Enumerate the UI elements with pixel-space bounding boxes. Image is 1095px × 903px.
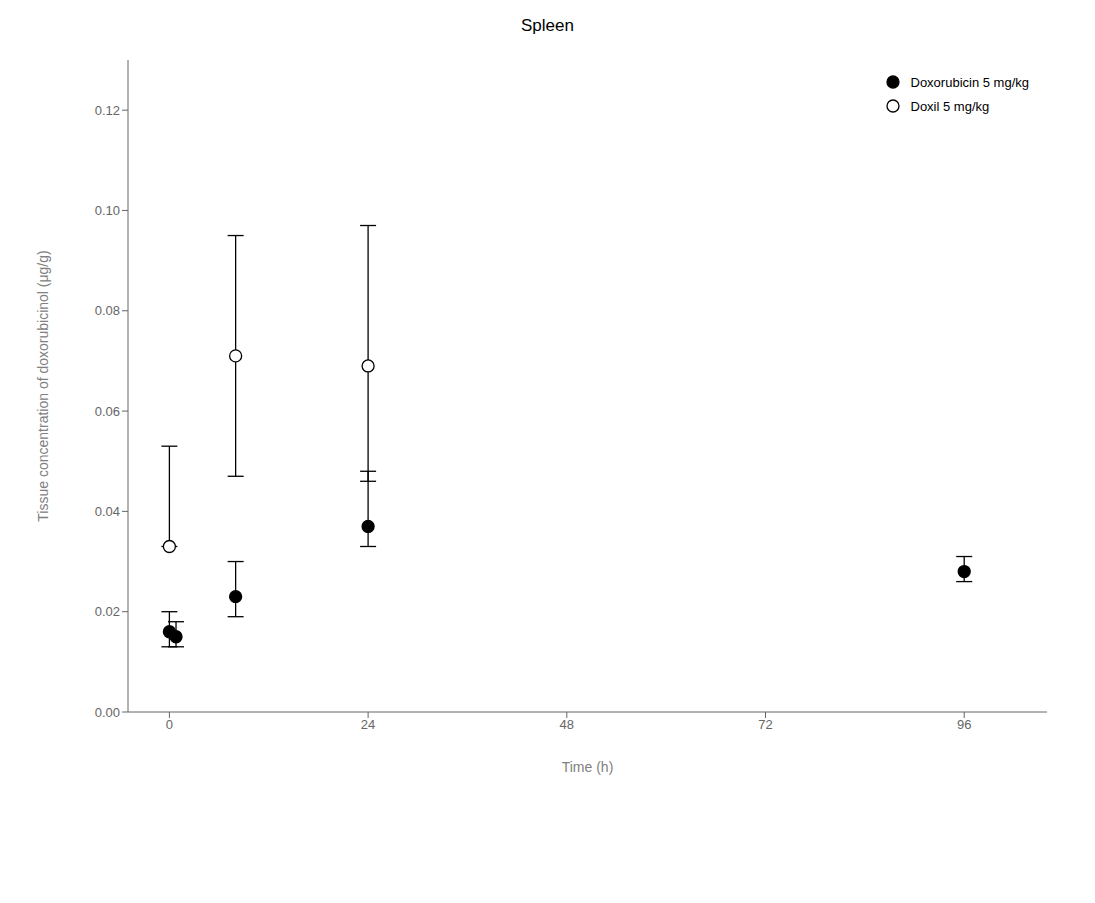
svg-text:0: 0 xyxy=(166,717,173,732)
svg-text:0.12: 0.12 xyxy=(95,103,120,118)
html-text:Doxorubicin 5 mg/kg: Doxorubicin 5 mg/kg xyxy=(910,74,1029,90)
svg-text:24: 24 xyxy=(361,717,375,732)
svg-text:72: 72 xyxy=(758,717,772,732)
html-text:Doxil 5 mg/kg: Doxil 5 mg/kg xyxy=(910,98,990,114)
svg-text:0.10: 0.10 xyxy=(95,203,120,218)
svg-text:0.06: 0.06 xyxy=(95,404,120,419)
svg-text:96: 96 xyxy=(957,717,971,732)
svg-text:Tissue concentration of doxoru: Tissue concentration of doxorubicinol (μ… xyxy=(35,250,51,521)
svg-text:0.00: 0.00 xyxy=(95,705,120,720)
svg-text:0.02: 0.02 xyxy=(95,604,120,619)
svg-text:0.04: 0.04 xyxy=(95,504,120,519)
svg-text:0.08: 0.08 xyxy=(95,303,120,318)
html-text:Spleen: Spleen xyxy=(521,16,574,35)
svg-text:48: 48 xyxy=(560,717,574,732)
svg-text:Time (h): Time (h) xyxy=(562,759,614,775)
